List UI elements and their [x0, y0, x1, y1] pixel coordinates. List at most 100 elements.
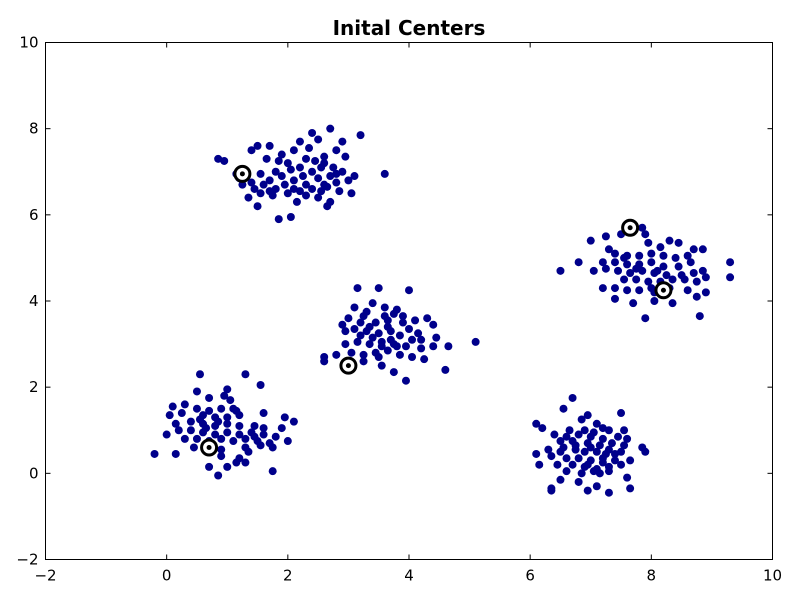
- data-point-1-115: [668, 275, 677, 284]
- data-point-0-14: [247, 146, 256, 155]
- data-point-0-62: [274, 156, 283, 165]
- data-point-0-40: [335, 187, 344, 196]
- data-point-0-117: [389, 368, 398, 377]
- data-point-0-172: [186, 426, 195, 435]
- data-point-1-61: [547, 486, 556, 495]
- data-point-1-69: [610, 449, 619, 458]
- data-point-0-27: [289, 176, 298, 185]
- data-point-1-97: [674, 262, 683, 271]
- data-point-0-55: [305, 144, 314, 153]
- data-point-1-70: [556, 447, 565, 456]
- data-point-0-36: [295, 187, 304, 196]
- data-point-0-56: [292, 197, 301, 206]
- data-point-1-85: [635, 251, 644, 260]
- data-point-0-5: [314, 135, 323, 144]
- data-point-0-135: [359, 312, 368, 321]
- data-point-0-106: [359, 350, 368, 359]
- data-point-0-174: [211, 430, 220, 439]
- data-point-0-102: [429, 342, 438, 351]
- center-dot-1: [627, 225, 633, 231]
- data-point-0-4: [295, 137, 304, 146]
- data-point-0-58: [317, 187, 326, 196]
- data-point-0-66: [332, 169, 341, 178]
- data-point-0-70: [265, 187, 274, 196]
- data-point-0-95: [341, 340, 350, 349]
- data-point-1-110: [698, 266, 707, 275]
- y-tick-label-5: 8: [29, 120, 39, 138]
- data-point-0-7: [277, 150, 286, 159]
- data-point-1-58: [623, 473, 632, 482]
- data-point-0-159: [171, 419, 180, 428]
- data-point-1-88: [671, 253, 680, 262]
- data-point-1-45: [553, 460, 562, 469]
- data-point-1-16: [574, 430, 583, 439]
- data-point-1-63: [604, 488, 613, 497]
- plot-area: [150, 124, 735, 497]
- data-point-0-81: [371, 318, 380, 327]
- data-point-0-171: [174, 426, 183, 435]
- data-point-0-137: [408, 335, 417, 344]
- data-point-1-126: [683, 286, 692, 295]
- data-point-1-13: [620, 426, 629, 435]
- data-point-1-20: [623, 434, 632, 443]
- data-point-1-116: [680, 275, 689, 284]
- data-point-0-125: [405, 325, 413, 333]
- chart-title: Inital Centers: [333, 16, 486, 40]
- data-point-0-157: [223, 413, 232, 422]
- data-point-1-78: [674, 238, 683, 247]
- initial-center-2: [654, 281, 673, 300]
- data-point-1-7: [532, 419, 541, 428]
- data-point-0-195: [150, 449, 159, 458]
- data-point-0-67: [250, 184, 259, 193]
- data-point-0-136: [389, 309, 398, 318]
- data-point-1-87: [659, 251, 668, 260]
- x-tick-label-2: 2: [283, 567, 293, 585]
- data-point-1-52: [577, 469, 586, 478]
- data-point-1-1: [559, 404, 568, 413]
- data-point-1-133: [641, 314, 650, 323]
- data-point-1-2: [617, 409, 626, 418]
- data-point-0-83: [398, 318, 407, 327]
- data-point-0-178: [259, 430, 268, 439]
- data-point-0-142: [223, 385, 232, 394]
- data-point-0-15: [253, 141, 262, 150]
- data-point-0-53: [380, 169, 389, 178]
- data-point-1-76: [601, 232, 610, 241]
- data-point-0-96: [353, 337, 362, 346]
- data-point-0-64: [298, 172, 307, 181]
- data-point-0-79: [344, 314, 353, 323]
- data-point-0-180: [180, 434, 189, 443]
- data-point-0-143: [220, 391, 229, 400]
- data-point-0-85: [423, 314, 432, 323]
- data-point-0-47: [253, 202, 262, 211]
- data-point-1-12: [604, 426, 613, 435]
- data-point-0-32: [247, 178, 256, 187]
- data-point-1-43: [626, 456, 635, 465]
- data-point-0-179: [271, 432, 280, 441]
- data-point-0-76: [380, 303, 389, 312]
- data-point-0-175: [223, 428, 232, 437]
- data-point-0-193: [256, 441, 265, 450]
- data-point-0-123: [398, 312, 407, 321]
- data-point-1-113: [644, 277, 653, 286]
- data-point-0-170: [162, 430, 171, 439]
- data-point-0-165: [250, 421, 259, 430]
- y-tick-label-4: 6: [29, 206, 39, 224]
- data-point-0-22: [338, 167, 347, 176]
- data-point-1-81: [689, 245, 698, 254]
- center-dot-3: [345, 363, 351, 369]
- data-point-0-25: [271, 167, 280, 176]
- data-point-1-34: [617, 447, 626, 456]
- data-point-0-74: [405, 286, 413, 295]
- data-point-0-60: [311, 156, 320, 165]
- data-point-0-110: [408, 353, 417, 362]
- data-point-1-15: [562, 432, 571, 441]
- data-point-1-132: [692, 292, 701, 301]
- data-point-0-9: [302, 154, 311, 163]
- data-point-1-90: [574, 258, 583, 267]
- data-point-0-34: [271, 184, 280, 193]
- data-point-1-28: [544, 445, 553, 454]
- data-point-0-201: [241, 458, 250, 467]
- data-point-0-49: [286, 212, 295, 221]
- data-point-1-3: [583, 411, 592, 420]
